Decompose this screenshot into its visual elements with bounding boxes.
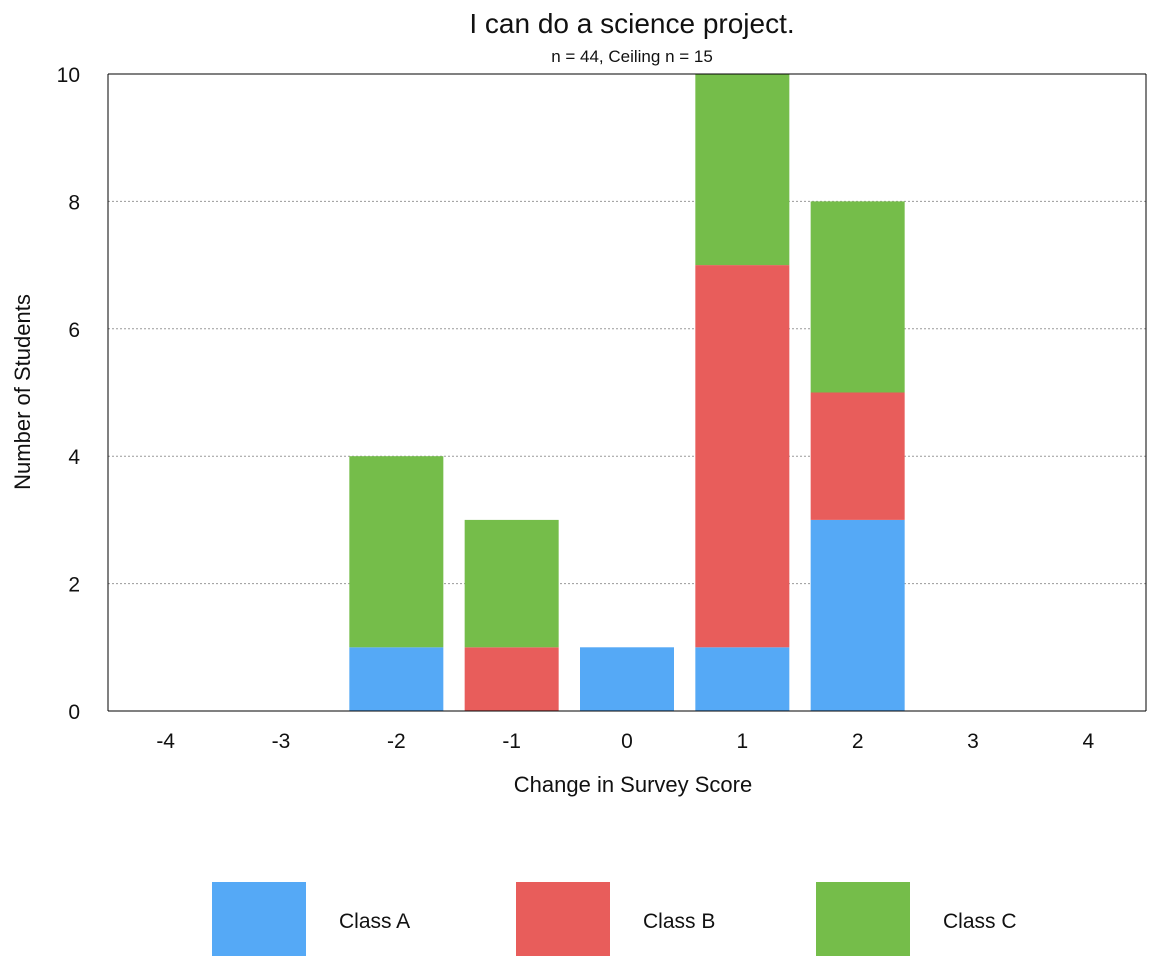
y-tick-labels: 0 2 4 6 8 10: [57, 64, 81, 724]
bar-class-c--2: [349, 456, 444, 648]
x-tick-label: 1: [736, 730, 748, 753]
bar-class-b--1: [464, 647, 559, 711]
x-tick-label: 2: [852, 730, 864, 753]
axes: [107, 73, 1147, 712]
chart-subtitle: n = 44, Ceiling n = 15: [551, 47, 713, 66]
grid-lines: [108, 200, 1146, 585]
legend-label: Class B: [643, 910, 715, 933]
legend: Class A Class B Class C: [212, 882, 1017, 956]
bar-class-a--2: [349, 647, 444, 711]
bar-class-c--1: [464, 519, 559, 648]
bar-class-a-0: [580, 647, 674, 711]
legend-label: Class A: [339, 910, 410, 933]
y-tick-label: 2: [68, 574, 80, 597]
x-tick-label: 0: [621, 730, 633, 753]
legend-label: Class C: [943, 910, 1017, 933]
legend-swatch-class-b: [516, 882, 610, 956]
bar-class-b-2: [810, 392, 905, 520]
legend-swatch-class-c: [816, 882, 910, 956]
bar-class-b-1: [695, 265, 790, 648]
bars: [349, 74, 905, 711]
y-tick-label: 6: [68, 319, 80, 342]
x-tick-label: 4: [1082, 730, 1094, 753]
legend-swatch-class-a: [212, 882, 306, 956]
x-axis-label: Change in Survey Score: [514, 772, 752, 797]
y-tick-label: 8: [68, 191, 80, 214]
x-tick-label: -2: [387, 730, 406, 753]
x-tick-label: 3: [967, 730, 979, 753]
y-tick-label: 0: [68, 701, 80, 724]
y-tick-label: 10: [57, 64, 80, 87]
x-tick-labels: -4 -3 -2 -1 0 1 2 3 4: [156, 730, 1094, 753]
chart-title: I can do a science project.: [469, 8, 794, 39]
bar-class-c-1: [695, 74, 790, 266]
y-tick-label: 4: [68, 446, 80, 469]
x-tick-label: -4: [156, 730, 175, 753]
bar-class-a-2: [810, 519, 905, 711]
x-tick-label: -1: [502, 730, 521, 753]
bar-class-a-1: [695, 647, 790, 711]
y-axis-label: Number of Students: [10, 294, 35, 490]
x-tick-label: -3: [272, 730, 291, 753]
bar-class-c-2: [810, 201, 905, 393]
